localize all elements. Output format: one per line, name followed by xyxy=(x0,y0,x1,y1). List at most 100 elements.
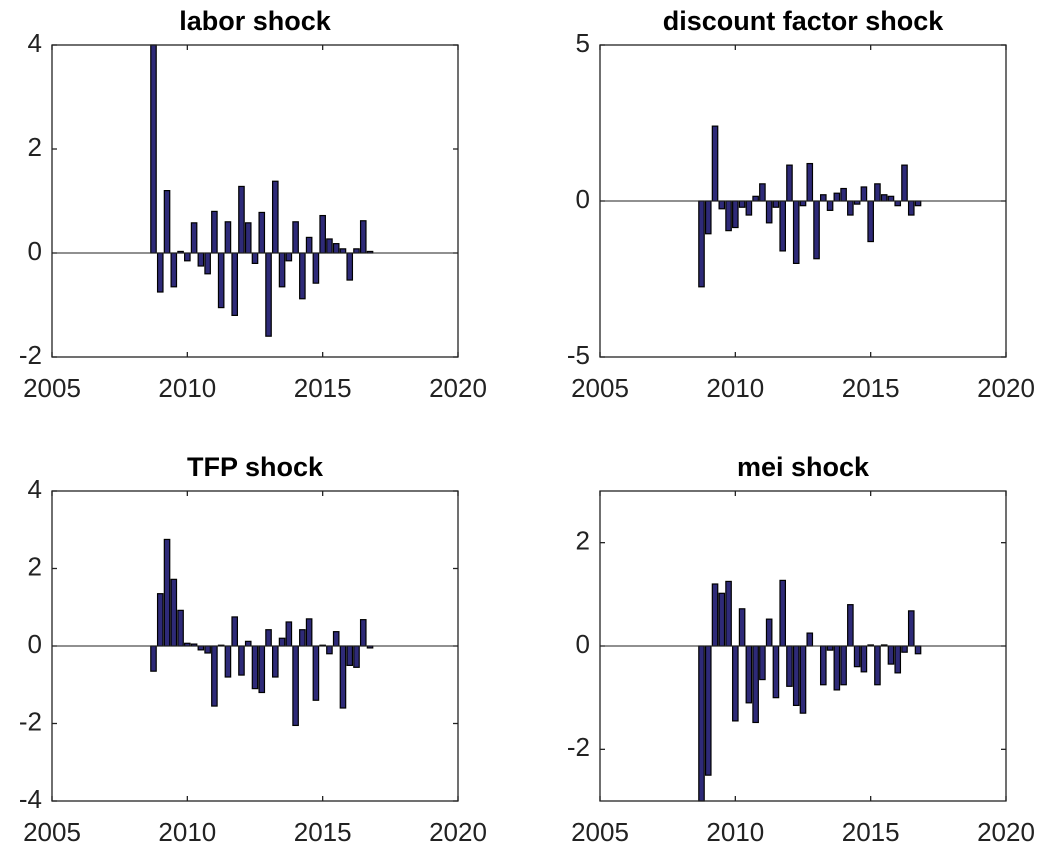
bar xyxy=(860,186,868,202)
bar xyxy=(319,214,326,254)
bar xyxy=(874,183,881,202)
x-tick-label: 2005 xyxy=(23,373,81,403)
bar xyxy=(359,220,367,254)
bar xyxy=(271,180,279,254)
bar xyxy=(197,252,205,267)
bar xyxy=(867,200,874,243)
bar xyxy=(840,645,847,686)
bar xyxy=(285,252,293,262)
y-tick-label: -2 xyxy=(567,732,590,762)
bar xyxy=(332,243,340,254)
subplot: labor shock -2 0 2 4 2005 2010 2015 2020 xyxy=(19,6,487,403)
x-tick-label: 2020 xyxy=(977,817,1035,847)
bar xyxy=(265,252,272,337)
subplot: mei shock -2 0 2 2005 2010 2015 2020 xyxy=(567,452,1035,847)
bar xyxy=(704,200,712,235)
bar xyxy=(725,580,732,647)
bar xyxy=(887,645,895,665)
bar xyxy=(265,629,272,647)
subplot-title: labor shock xyxy=(179,6,332,36)
bar xyxy=(806,632,814,647)
bar xyxy=(752,645,759,724)
bar xyxy=(305,236,313,254)
bar xyxy=(339,645,347,709)
bar xyxy=(725,200,732,232)
bar xyxy=(880,194,888,202)
bar xyxy=(833,645,841,691)
bar xyxy=(914,645,922,655)
subplot-title: discount factor shock xyxy=(663,6,945,36)
bar xyxy=(752,195,759,202)
bar xyxy=(786,164,793,202)
bar xyxy=(251,645,259,690)
bar xyxy=(711,125,719,202)
bar xyxy=(759,645,766,681)
bar xyxy=(698,200,705,288)
y-tick-label: 2 xyxy=(28,551,42,581)
y-tick-label: 2 xyxy=(576,526,590,556)
bar xyxy=(860,645,868,673)
bar xyxy=(332,631,340,647)
bar xyxy=(231,252,239,317)
y-tick-label: 0 xyxy=(576,629,590,659)
y-tick-label: 5 xyxy=(576,28,590,58)
x-tick-label: 2020 xyxy=(977,373,1035,403)
bar xyxy=(901,645,908,653)
bar xyxy=(238,645,245,676)
bar xyxy=(799,200,807,207)
bar xyxy=(732,200,739,229)
bar xyxy=(305,618,313,647)
bar xyxy=(326,645,333,655)
bar xyxy=(907,610,915,647)
bar xyxy=(826,645,834,651)
bar xyxy=(204,645,211,654)
y-tick-label: 2 xyxy=(28,132,42,162)
bar xyxy=(759,183,766,202)
bar xyxy=(211,210,218,254)
x-tick-label: 2015 xyxy=(294,373,352,403)
bar xyxy=(907,200,915,216)
bar xyxy=(184,252,191,262)
bar xyxy=(901,164,908,202)
bar xyxy=(238,185,245,254)
x-tick-label: 2015 xyxy=(842,373,900,403)
subplot-title: TFP shock xyxy=(187,452,324,482)
bar xyxy=(299,252,306,300)
bar xyxy=(163,538,171,647)
subplot: TFP shock -4 -2 0 2 4 2005 2010 2015 2020 xyxy=(19,452,487,847)
y-tick-label: -2 xyxy=(19,340,42,370)
bar xyxy=(244,222,252,254)
x-tick-label: 2005 xyxy=(571,817,629,847)
bar xyxy=(847,604,854,647)
bar xyxy=(244,640,252,647)
bar xyxy=(163,190,171,254)
bar xyxy=(353,645,360,668)
bar xyxy=(326,238,333,254)
bar xyxy=(772,200,780,208)
bar xyxy=(285,621,293,647)
bar xyxy=(217,252,225,309)
bar xyxy=(833,192,841,202)
bar xyxy=(292,645,299,727)
bar xyxy=(224,645,232,678)
x-tick-label: 2005 xyxy=(23,817,81,847)
bar xyxy=(204,252,211,275)
bar xyxy=(718,592,726,647)
bar xyxy=(292,221,299,254)
bar xyxy=(819,645,827,686)
bar xyxy=(231,616,239,647)
bar xyxy=(745,200,753,216)
bar xyxy=(150,44,157,254)
y-tick-label: 0 xyxy=(28,236,42,266)
bar xyxy=(826,200,834,211)
bar xyxy=(711,583,719,647)
bar xyxy=(772,645,780,699)
bar xyxy=(874,645,881,686)
bar xyxy=(278,252,286,288)
y-tick-label: 4 xyxy=(28,28,42,58)
bar xyxy=(156,593,164,647)
x-tick-label: 2010 xyxy=(706,373,764,403)
bar xyxy=(258,211,266,254)
bar xyxy=(278,637,286,647)
